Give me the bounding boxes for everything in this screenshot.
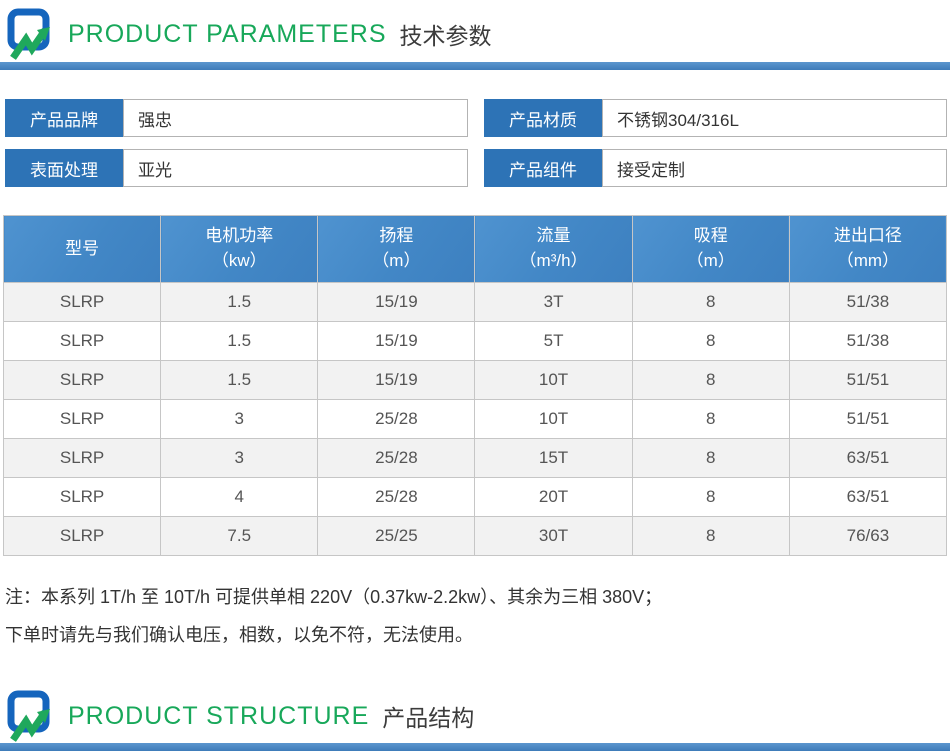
table-cell: 51/38 (788, 321, 948, 361)
table-cell: 8 (631, 516, 790, 556)
table-row: SLRP 7.5 25/25 30T 8 76/63 (2, 516, 948, 556)
table-cell: SLRP (2, 321, 162, 361)
field-label: 表面处理 (5, 149, 123, 187)
table-cell: 1.5 (160, 360, 319, 400)
table-cell: 10T (474, 399, 633, 439)
field-material: 产品材质 不锈钢304/316L (484, 99, 947, 137)
table-cell: 15/19 (317, 360, 476, 400)
column-header-model: 型号 (2, 215, 162, 283)
table-cell: SLRP (2, 516, 162, 556)
table-cell: 76/63 (788, 516, 948, 556)
table-cell: 51/51 (788, 360, 948, 400)
section-title-zh: 产品结构 (382, 705, 475, 731)
parameters-section-header: PRODUCT PARAMETERS 技术参数 (0, 0, 950, 60)
table-row: SLRP 3 25/28 15T 8 63/51 (2, 438, 948, 478)
structure-section-header: PRODUCT STRUCTURE 产品结构 (0, 682, 950, 742)
field-label: 产品品牌 (5, 99, 123, 137)
table-cell: SLRP (2, 477, 162, 517)
field-components: 产品组件 接受定制 (484, 149, 947, 187)
table-cell: 8 (631, 360, 790, 400)
blue-divider (0, 743, 950, 751)
column-header-suction: 吸程 （m） (631, 215, 790, 283)
field-label: 产品材质 (484, 99, 602, 137)
field-brand: 产品品牌 强忠 (5, 99, 468, 137)
note-line-2: 下单时请先与我们确认电压，相数，以免不符，无法使用。 (5, 625, 473, 645)
field-label: 产品组件 (484, 149, 602, 187)
product-fields: 产品品牌 强忠 产品材质 不锈钢304/316L 表面处理 亚光 产品组件 接受… (5, 99, 947, 187)
table-cell: 10T (474, 360, 633, 400)
column-header-head: 扬程 （m） (317, 215, 476, 283)
table-cell: 51/38 (788, 282, 948, 322)
table-cell: 63/51 (788, 438, 948, 478)
table-cell: SLRP (2, 438, 162, 478)
table-cell: 8 (631, 438, 790, 478)
table-cell: 4 (160, 477, 319, 517)
table-row: SLRP 4 25/28 20T 8 63/51 (2, 477, 948, 517)
section-title-en: PRODUCT PARAMETERS (68, 19, 387, 48)
table-cell: 63/51 (788, 477, 948, 517)
table-cell: 3 (160, 438, 319, 478)
table-row: SLRP 1.5 15/19 5T 8 51/38 (2, 321, 948, 361)
table-cell: 8 (631, 282, 790, 322)
column-header-port: 进出口径 （mm） (788, 215, 948, 283)
table-cell: 3 (160, 399, 319, 439)
table-cell: 7.5 (160, 516, 319, 556)
table-cell: 8 (631, 399, 790, 439)
field-value: 接受定制 (602, 150, 946, 186)
table-cell: 25/28 (317, 438, 476, 478)
column-header-power: 电机功率 （kw） (160, 215, 319, 283)
table-cell: 3T (474, 282, 633, 322)
table-cell: 20T (474, 477, 633, 517)
table-cell: 25/25 (317, 516, 476, 556)
blue-divider (0, 62, 950, 70)
table-cell: 5T (474, 321, 633, 361)
table-cell: 25/28 (317, 399, 476, 439)
table-cell: 15T (474, 438, 633, 478)
voltage-note: 注：本系列 1T/h 至 10T/h 可提供单相 220V（0.37kw-2.2… (5, 586, 950, 646)
table-cell: 15/19 (317, 321, 476, 361)
spec-table: 型号 电机功率 （kw） 扬程 （m） 流量 （m³/h） 吸程 （m） 进出口径 （mm… (2, 215, 948, 556)
column-header-flow: 流量 （m³/h） (474, 215, 633, 283)
table-row: SLRP 3 25/28 10T 8 51/51 (2, 399, 948, 439)
table-cell: 1.5 (160, 321, 319, 361)
table-cell: SLRP (2, 282, 162, 322)
table-cell: 15/19 (317, 282, 476, 322)
table-cell: 8 (631, 321, 790, 361)
brand-logo-icon (7, 690, 50, 742)
table-cell: 25/28 (317, 477, 476, 517)
section-title-en: PRODUCT STRUCTURE (68, 701, 370, 730)
table-cell: 1.5 (160, 282, 319, 322)
table-cell: 51/51 (788, 399, 948, 439)
field-value: 亚光 (123, 150, 467, 186)
field-value: 不锈钢304/316L (602, 100, 946, 136)
table-cell: 8 (631, 477, 790, 517)
table-cell: SLRP (2, 360, 162, 400)
table-cell: 30T (474, 516, 633, 556)
spec-table-body: SLRP 1.5 15/19 3T 8 51/38 SLRP 1.5 15/19 5T 8 51/38… (2, 282, 948, 556)
brand-logo-icon (7, 8, 50, 60)
table-cell: SLRP (2, 399, 162, 439)
spec-table-header: 型号 电机功率 （kw） 扬程 （m） 流量 （m³/h） 吸程 （m） 进出口径 （mm… (2, 215, 948, 283)
table-row: SLRP 1.5 15/19 3T 8 51/38 (2, 282, 948, 322)
section-title-zh: 技术参数 (399, 23, 492, 49)
table-row: SLRP 1.5 15/19 10T 8 51/51 (2, 360, 948, 400)
note-line-1: 注：本系列 1T/h 至 10T/h 可提供单相 220V（0.37kw-2.2… (5, 587, 663, 607)
field-value: 强忠 (123, 100, 467, 136)
field-surface: 表面处理 亚光 (5, 149, 468, 187)
